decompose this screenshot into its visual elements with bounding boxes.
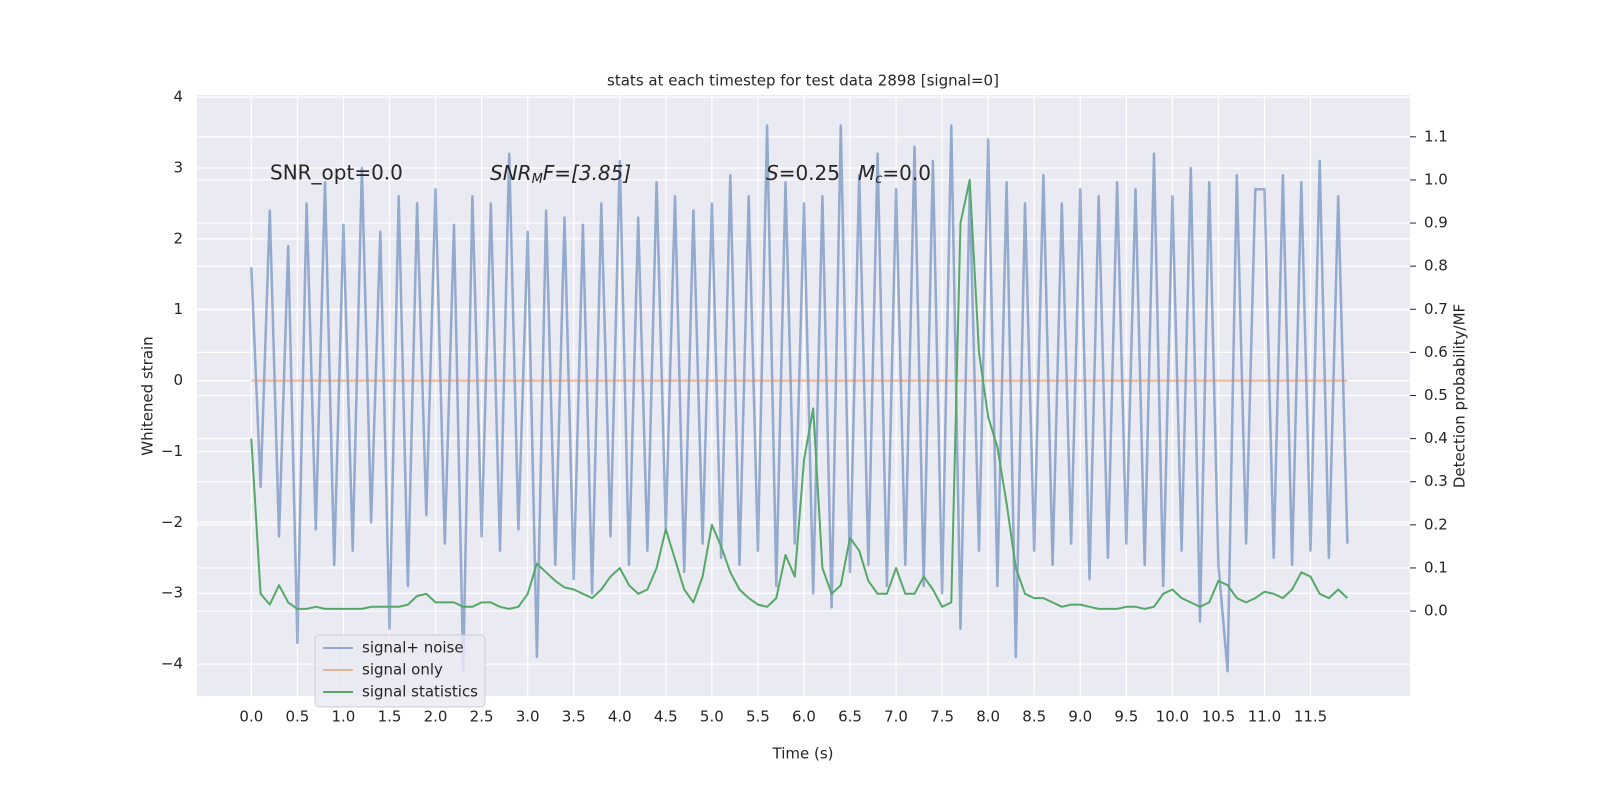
x-tick-label: 6.5 — [838, 708, 862, 726]
y2-tick-label: 0.1 — [1424, 558, 1448, 576]
x-tick-label: 4.0 — [608, 708, 632, 726]
y2-tick-label: 0.8 — [1424, 257, 1448, 275]
y-tick-label: 4 — [173, 88, 183, 106]
y-tick-label: 3 — [173, 158, 183, 176]
y2-axis-label: Detection probability/MF — [1451, 304, 1469, 488]
legend: signal+ noise signal only signal statistic… — [314, 634, 486, 708]
y2-tick-label: 0.6 — [1424, 343, 1448, 361]
y2-tick-label: 1.1 — [1424, 127, 1448, 145]
x-tick-label: 4.5 — [654, 708, 678, 726]
x-tick-label: 11.5 — [1294, 708, 1327, 726]
y-tick-label: −3 — [161, 584, 183, 602]
y2-tick-label: 1.0 — [1424, 170, 1448, 188]
line — [250, 178, 1349, 610]
annotation-part: =0.25 — [779, 161, 840, 185]
y2-tick-label: 0.0 — [1424, 602, 1448, 620]
x-tick-label: 8.5 — [1022, 708, 1046, 726]
x-tick-label: 7.0 — [884, 708, 908, 726]
chart-title: stats at each timestep for test data 289… — [607, 72, 999, 90]
annotation-part: M — [532, 172, 543, 187]
annotation: SNRMF=[3.85] — [490, 161, 631, 187]
legend-label: signal statistics — [362, 683, 478, 701]
annotation: S=0.25 — [766, 161, 840, 185]
annotation: Mc=0.0 — [858, 161, 931, 187]
x-tick-label: 5.0 — [700, 708, 724, 726]
y-tick-label: −2 — [161, 513, 183, 531]
x-tick-label: 8.0 — [976, 708, 1000, 726]
x-tick-label: 2.5 — [470, 708, 494, 726]
x-tick-label: 1.5 — [378, 708, 402, 726]
y2-tick-label: 0.7 — [1424, 300, 1448, 318]
x-tick-label: 10.5 — [1202, 708, 1235, 726]
y2-tick-label: 0.2 — [1424, 515, 1448, 533]
lines — [250, 124, 1349, 673]
legend-box — [314, 634, 486, 708]
annotation-part: SNR — [490, 161, 532, 185]
annotation: SNR_opt=0.0 — [270, 161, 403, 185]
y-axis-label: Whitened strain — [139, 336, 157, 455]
annotation-part: M — [858, 161, 875, 185]
y2-tick-label: 0.5 — [1424, 386, 1448, 404]
y-tick-label: −1 — [161, 442, 183, 460]
y-tick-label: −4 — [161, 655, 183, 673]
x-axis-label: Time (s) — [772, 745, 834, 763]
annotation-part: S — [766, 161, 779, 185]
x-tick-label: 6.0 — [792, 708, 816, 726]
legend-label: signal only — [362, 661, 443, 679]
annotation-part: =0.0 — [882, 161, 931, 185]
x-tick-label: 7.5 — [930, 708, 954, 726]
x-tick-label: 0.0 — [239, 708, 263, 726]
y-tick-label: 1 — [173, 300, 183, 318]
x-tick-label: 3.0 — [516, 708, 540, 726]
x-tick-label: 10.0 — [1156, 708, 1189, 726]
annotation-part: F=[3.85] — [543, 161, 631, 185]
x-tick-label: 9.5 — [1114, 708, 1138, 726]
x-tick-label: 3.5 — [562, 708, 586, 726]
y2-tick-label: 0.4 — [1424, 429, 1448, 447]
y2-tick-label: 0.3 — [1424, 472, 1448, 490]
x-tick-label: 5.5 — [746, 708, 770, 726]
annotation-part: c — [875, 172, 882, 187]
x-tick-label: 9.0 — [1068, 708, 1092, 726]
x-tick-label: 2.0 — [424, 708, 448, 726]
y2-tick-label: 0.9 — [1424, 214, 1448, 232]
x-tick-label: 11.0 — [1248, 708, 1281, 726]
y-tick-label: 2 — [173, 229, 183, 247]
line — [250, 124, 1349, 673]
x-tick-label: 0.5 — [285, 708, 309, 726]
y-tick-label: 0 — [173, 371, 183, 389]
x-tick-label: 1.0 — [332, 708, 356, 726]
legend-label: signal+ noise — [362, 639, 464, 657]
